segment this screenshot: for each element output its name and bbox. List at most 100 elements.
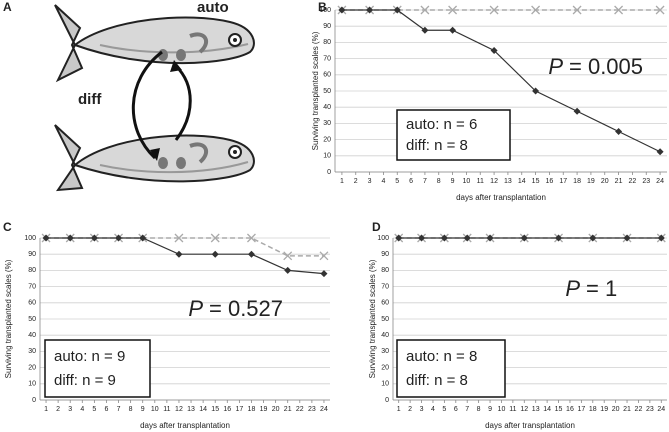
note-box xyxy=(396,339,506,398)
panel-letter: B xyxy=(318,0,327,14)
y-tick-label: 30 xyxy=(381,348,389,355)
y-tick-label: 40 xyxy=(381,332,389,339)
y-tick-label: 100 xyxy=(319,7,331,14)
x-tick-label: 15 xyxy=(532,178,540,185)
marker xyxy=(66,234,74,242)
x-tick-label: 3 xyxy=(420,406,424,413)
y-tick-label: 20 xyxy=(381,364,389,371)
diagram-label: auto xyxy=(197,0,229,16)
marker xyxy=(531,5,541,15)
x-tick-label: 10 xyxy=(151,406,159,413)
note: diff: n = 8 xyxy=(406,137,468,154)
y-tick-label: 100 xyxy=(24,235,36,242)
marker xyxy=(338,6,346,14)
x-tick-label: 24 xyxy=(320,406,328,413)
x-tick-label: 4 xyxy=(381,178,385,185)
y-tick-label: 80 xyxy=(323,39,331,46)
x-tick-label: 19 xyxy=(260,406,268,413)
x-tick-label: 22 xyxy=(629,178,637,185)
marker xyxy=(657,234,665,242)
marker xyxy=(555,234,563,242)
x-tick-label: 20 xyxy=(601,178,609,185)
y-tick-label: 80 xyxy=(381,267,389,274)
panel-letter: A xyxy=(3,0,12,14)
marker xyxy=(395,234,403,242)
marker xyxy=(175,250,183,258)
x-tick-label: 16 xyxy=(566,406,574,413)
x-tick-label: 12 xyxy=(175,406,183,413)
x-tick-label: 2 xyxy=(408,406,412,413)
x-tick-label: 13 xyxy=(504,178,512,185)
stat-value: = 1 xyxy=(586,276,617,301)
y-tick-label: 10 xyxy=(323,153,331,160)
y-tick-label: 70 xyxy=(381,283,389,290)
marker xyxy=(532,87,540,95)
x-tick-label: 5 xyxy=(92,406,96,413)
marker xyxy=(463,234,471,242)
x-tick-label: 15 xyxy=(555,406,563,413)
x-tick-label: 1 xyxy=(397,406,401,413)
x-tick-label: 14 xyxy=(543,406,551,413)
y-tick-label: 70 xyxy=(28,283,36,290)
note: diff: n = 9 xyxy=(54,372,116,389)
y-tick-label: 90 xyxy=(323,23,331,30)
note-box xyxy=(44,339,151,398)
x-tick-label: 8 xyxy=(129,406,133,413)
note: diff: n = 8 xyxy=(406,372,468,389)
x-tick-label: 4 xyxy=(80,406,84,413)
x-axis-label: days after transplantation xyxy=(456,193,546,202)
marker xyxy=(614,5,624,15)
x-tick-label: 14 xyxy=(518,178,526,185)
y-tick-label: 0 xyxy=(32,397,36,404)
x-tick-label: 11 xyxy=(509,406,516,413)
y-tick-label: 30 xyxy=(28,348,36,355)
x-tick-label: 17 xyxy=(577,406,585,413)
series-line xyxy=(46,237,324,257)
marker xyxy=(449,26,457,34)
note: auto: n = 9 xyxy=(54,348,125,365)
x-tick-label: 1 xyxy=(340,178,344,185)
x-tick-label: 22 xyxy=(635,406,643,413)
x-tick-label: 17 xyxy=(235,406,243,413)
marker xyxy=(520,234,528,242)
y-tick-label: 80 xyxy=(28,267,36,274)
y-tick-label: 60 xyxy=(381,300,389,307)
marker xyxy=(174,233,184,243)
stat-symbol: P xyxy=(548,54,563,79)
y-tick-label: 40 xyxy=(28,332,36,339)
y-tick-label: 0 xyxy=(385,397,389,404)
y-axis-label: Surviving transplanted scales (%) xyxy=(311,31,320,150)
x-tick-label: 4 xyxy=(431,406,435,413)
marker xyxy=(283,251,293,261)
marker xyxy=(320,270,328,278)
x-tick-label: 21 xyxy=(623,406,631,413)
x-tick-label: 23 xyxy=(308,406,316,413)
marker xyxy=(440,234,448,242)
y-tick-label: 40 xyxy=(323,104,331,111)
marker xyxy=(421,26,429,34)
x-tick-label: 18 xyxy=(589,406,597,413)
x-tick-label: 19 xyxy=(600,406,608,413)
marker xyxy=(319,251,329,261)
marker xyxy=(490,47,498,54)
x-tick-label: 11 xyxy=(163,406,170,413)
y-axis-label: Surviving transplanted scales (%) xyxy=(4,259,13,378)
x-axis-label: days after transplantation xyxy=(485,421,575,430)
x-tick-label: 8 xyxy=(437,178,441,185)
y-tick-label: 0 xyxy=(327,169,331,176)
x-tick-label: 6 xyxy=(409,178,413,185)
marker xyxy=(573,107,581,115)
x-tick-label: 16 xyxy=(223,406,231,413)
x-tick-label: 9 xyxy=(451,178,455,185)
x-tick-label: 20 xyxy=(612,406,620,413)
marker xyxy=(211,250,219,258)
y-tick-label: 100 xyxy=(377,235,389,242)
x-tick-label: 24 xyxy=(657,406,665,413)
marker xyxy=(489,5,499,15)
marker xyxy=(210,233,220,243)
x-tick-label: 11 xyxy=(477,178,484,185)
y-tick-label: 20 xyxy=(28,364,36,371)
x-tick-label: 5 xyxy=(442,406,446,413)
y-tick-label: 10 xyxy=(28,381,36,388)
